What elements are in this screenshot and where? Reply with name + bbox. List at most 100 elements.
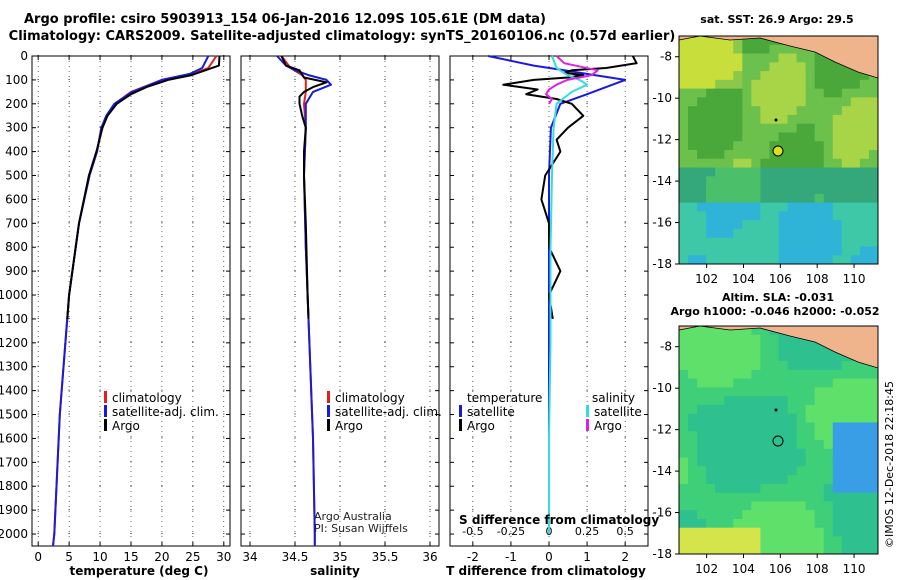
map-cell [715,97,725,107]
map-cell [688,97,698,107]
map-cell [823,492,834,502]
map-cell [796,193,807,204]
map-cell [787,193,798,204]
map-cell [715,510,725,520]
map-cell [697,466,707,476]
map-cell [760,88,770,98]
map-cell [778,343,789,353]
map-cell [760,36,770,46]
map-cell [778,53,789,63]
map-cell [814,88,825,98]
map-cell [832,492,843,502]
map-cell [706,387,716,397]
map-cell [859,501,870,511]
map-cell [724,211,734,221]
map-cell [841,404,852,415]
map-cell [787,492,798,502]
map-lat-label: -14 [652,174,672,188]
map-cell [796,132,807,142]
map-cell [769,71,779,81]
x-tick-label: 35.5 [372,550,399,564]
map-cell [715,343,725,353]
depth-tick-label: 1100 [0,312,28,326]
map-cell [733,176,743,186]
map-cell [787,334,798,345]
map-cell [814,545,825,555]
map-cell [742,440,752,450]
map-cell [742,448,752,459]
map-cell [769,466,779,476]
map-cell [805,396,816,406]
map-cell [796,176,807,186]
map-cell [688,326,698,336]
map-cell [679,228,689,239]
map-cell [769,211,779,221]
map-cell [787,79,798,90]
s-tick-label: 0.25 [575,525,600,538]
map-cell [742,431,752,441]
map-cell [751,79,761,90]
map-cell [688,193,698,204]
map-cell [742,361,752,371]
map-cell [805,483,816,494]
map-cell [778,44,789,55]
map-cell [724,518,734,529]
map-cell [859,448,870,459]
map-cell [688,492,698,502]
map-cell [724,88,734,98]
map-cell [688,202,698,212]
map-cell [769,545,779,555]
map-cell [715,237,725,247]
map-cell [814,71,825,81]
credit-line2: PI: Susan Wijffels [314,522,408,535]
map-cell [715,369,725,380]
map-cell [832,71,843,81]
map-cell [841,106,852,116]
map-cell [796,343,807,353]
map-cell [796,228,807,239]
map-cell [697,352,707,362]
map-cell [697,132,707,142]
map-cell [832,158,843,169]
map-cell [688,158,698,169]
map-cell [724,141,734,151]
map-cell [805,220,816,230]
map-cell [724,387,734,397]
map-cell [796,448,807,459]
map-cell [832,352,843,362]
map-cell [733,193,743,204]
map-cell [769,193,779,204]
map-cell [832,185,843,195]
map-cell [697,141,707,151]
map-cell [868,413,879,423]
map-cell [778,106,789,116]
map-cell [706,132,716,142]
map-cell [715,483,725,494]
map-cell [706,62,716,72]
map-cell [679,123,689,133]
map-cell [832,396,843,406]
x-axes: 0 5 10 15 20 25 30 34 34.5 35 35.5 36 -2 -1 0 1 2 -0.5 -0.… [34,56,634,564]
map-cell [787,457,798,467]
map-cell [688,167,698,177]
map-cell [778,536,789,546]
series-line-salinity-satellite [548,55,589,534]
map-cell [778,527,789,537]
map-cell [814,53,825,63]
map-cell [733,501,743,511]
depth-tick-label: 600 [5,192,28,206]
map-cell [796,466,807,476]
map-cell [715,448,725,459]
map-cell [814,167,825,177]
map-cell [796,202,807,212]
map-cell [841,167,852,177]
map-cell [850,193,861,204]
map-cell [751,361,761,371]
map-cell [859,220,870,230]
map-cell [778,518,789,529]
map-cell [868,158,879,169]
map-cell [796,422,807,432]
map-cell [868,211,879,221]
map-cell [805,361,816,371]
s-tick-label: 0.5 [616,525,634,538]
